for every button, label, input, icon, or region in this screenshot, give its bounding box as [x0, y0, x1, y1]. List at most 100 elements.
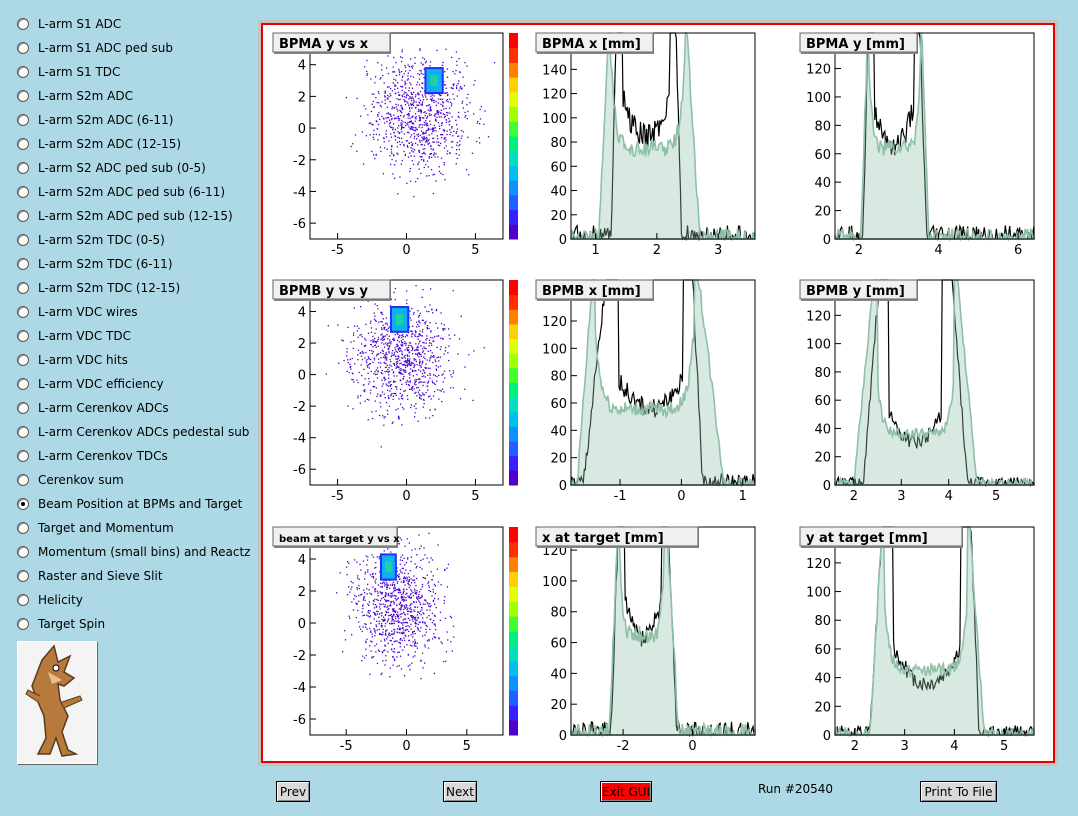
data-point — [406, 578, 408, 580]
data-point — [387, 72, 390, 75]
data-point — [447, 101, 449, 103]
data-point — [465, 114, 467, 117]
data-point — [461, 100, 464, 103]
data-point — [385, 317, 388, 319]
radio-button[interactable] — [17, 594, 29, 606]
radio-item[interactable]: L-arm S2m ADC ped sub (6-11) — [17, 182, 225, 202]
data-point — [405, 97, 407, 99]
data-point — [426, 136, 428, 139]
radio-item[interactable]: L-arm S2m ADC — [17, 86, 133, 106]
data-point — [458, 145, 460, 147]
radio-item[interactable]: Target and Momentum — [17, 518, 174, 538]
radio-button[interactable] — [17, 90, 29, 102]
data-point — [417, 420, 419, 422]
data-point — [360, 364, 362, 366]
data-point — [424, 153, 426, 155]
radio-item[interactable]: L-arm Cerenkov ADCs pedestal sub — [17, 422, 249, 442]
radio-item[interactable]: L-arm S1 TDC — [17, 62, 120, 82]
radio-button[interactable] — [17, 618, 29, 630]
data-point — [443, 328, 445, 330]
radio-button[interactable] — [17, 330, 29, 342]
radio-button[interactable] — [17, 138, 29, 150]
radio-button[interactable] — [17, 522, 29, 534]
data-point — [457, 82, 459, 85]
radio-item[interactable]: L-arm Cerenkov TDCs — [17, 446, 168, 466]
radio-item[interactable]: L-arm VDC efficiency — [17, 374, 164, 394]
data-point — [414, 590, 416, 592]
x-tick-label: 5 — [992, 489, 1000, 504]
radio-button[interactable] — [17, 306, 29, 318]
data-point — [404, 154, 406, 156]
coyote-logo-icon[interactable] — [17, 641, 97, 764]
data-point — [422, 622, 424, 624]
next-button[interactable]: Next — [443, 781, 477, 802]
radio-item[interactable]: L-arm S2m ADC ped sub (12-15) — [17, 206, 233, 226]
radio-item[interactable]: L-arm VDC hits — [17, 350, 128, 370]
data-point — [421, 101, 424, 103]
radio-button[interactable] — [17, 18, 29, 30]
data-point — [357, 577, 359, 579]
radio-item[interactable]: L-arm S2m TDC (12-15) — [17, 278, 180, 298]
exit-gui-button[interactable]: Exit GUI — [600, 781, 652, 802]
radio-button[interactable] — [17, 234, 29, 246]
radio-item[interactable]: Helicity — [17, 590, 83, 610]
data-point — [401, 334, 403, 337]
data-point — [362, 626, 364, 628]
data-point — [387, 609, 389, 611]
radio-button-selected[interactable] — [17, 498, 29, 510]
radio-item[interactable]: L-arm S2m ADC (6-11) — [17, 110, 173, 130]
radio-item[interactable]: Cerenkov sum — [17, 470, 124, 490]
palette-cell — [509, 121, 518, 137]
radio-button[interactable] — [17, 258, 29, 270]
radio-item[interactable]: Target Spin — [17, 614, 105, 634]
radio-button[interactable] — [17, 162, 29, 174]
radio-button[interactable] — [17, 402, 29, 414]
data-point — [414, 642, 416, 645]
radio-button[interactable] — [17, 450, 29, 462]
radio-item[interactable]: L-arm S2m TDC (0-5) — [17, 230, 165, 250]
data-point — [388, 608, 390, 610]
print-to-file-button[interactable]: Print To File — [920, 781, 997, 802]
radio-button[interactable] — [17, 66, 29, 78]
data-point — [388, 350, 390, 353]
data-point — [410, 634, 412, 636]
radio-button[interactable] — [17, 114, 29, 126]
data-point — [404, 66, 407, 69]
data-point — [382, 616, 385, 618]
data-point — [414, 117, 416, 119]
radio-button[interactable] — [17, 210, 29, 222]
radio-item[interactable]: Raster and Sieve Slit — [17, 566, 163, 586]
radio-button[interactable] — [17, 186, 29, 198]
radio-button[interactable] — [17, 474, 29, 486]
radio-item[interactable]: Beam Position at BPMs and Target — [17, 494, 242, 514]
radio-button[interactable] — [17, 42, 29, 54]
radio-button[interactable] — [17, 354, 29, 366]
data-point — [473, 350, 475, 352]
radio-item[interactable]: L-arm S2m TDC (6-11) — [17, 254, 173, 274]
radio-item[interactable]: L-arm VDC wires — [17, 302, 137, 322]
radio-button[interactable] — [17, 282, 29, 294]
prev-button[interactable]: Prev — [276, 781, 310, 802]
data-point — [425, 60, 427, 62]
radio-item[interactable]: L-arm S2 ADC ped sub (0-5) — [17, 158, 206, 178]
radio-button[interactable] — [17, 570, 29, 582]
radio-item[interactable]: L-arm S1 ADC — [17, 14, 121, 34]
data-point — [402, 624, 404, 626]
radio-item[interactable]: L-arm S2m ADC (12-15) — [17, 134, 181, 154]
data-point — [411, 362, 413, 364]
radio-button[interactable] — [17, 378, 29, 390]
data-point — [374, 344, 377, 346]
data-point — [385, 358, 387, 360]
radio-button[interactable] — [17, 426, 29, 438]
data-point — [397, 416, 400, 418]
radio-item[interactable]: L-arm Cerenkov ADCs — [17, 398, 169, 418]
radio-item[interactable]: L-arm VDC TDC — [17, 326, 131, 346]
radio-item[interactable]: Momentum (small bins) and Reactz — [17, 542, 250, 562]
data-point — [410, 582, 413, 584]
data-point — [400, 571, 402, 573]
data-point — [368, 589, 370, 591]
radio-button[interactable] — [17, 546, 29, 558]
radio-item[interactable]: L-arm S1 ADC ped sub — [17, 38, 173, 58]
data-point — [416, 134, 418, 136]
data-point — [391, 620, 393, 622]
